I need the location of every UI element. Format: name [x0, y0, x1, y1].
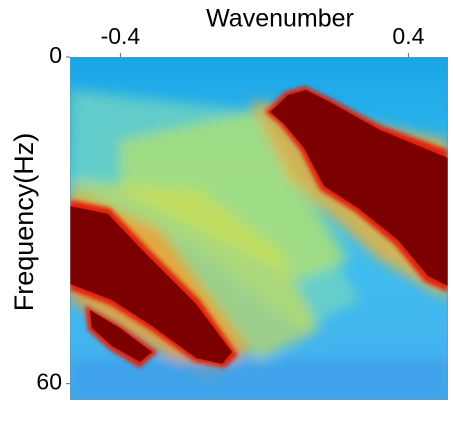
x-axis-label: Wavenumber	[206, 5, 354, 33]
x-tick-label: -0.4	[101, 23, 141, 49]
y-axis-label: Frequency(Hz)	[9, 133, 39, 312]
x-tick-label: 0.4	[392, 23, 424, 49]
spectrum-image	[70, 57, 448, 400]
y-tick-label: 60	[36, 369, 62, 395]
y-tick-label: 0	[49, 42, 62, 68]
